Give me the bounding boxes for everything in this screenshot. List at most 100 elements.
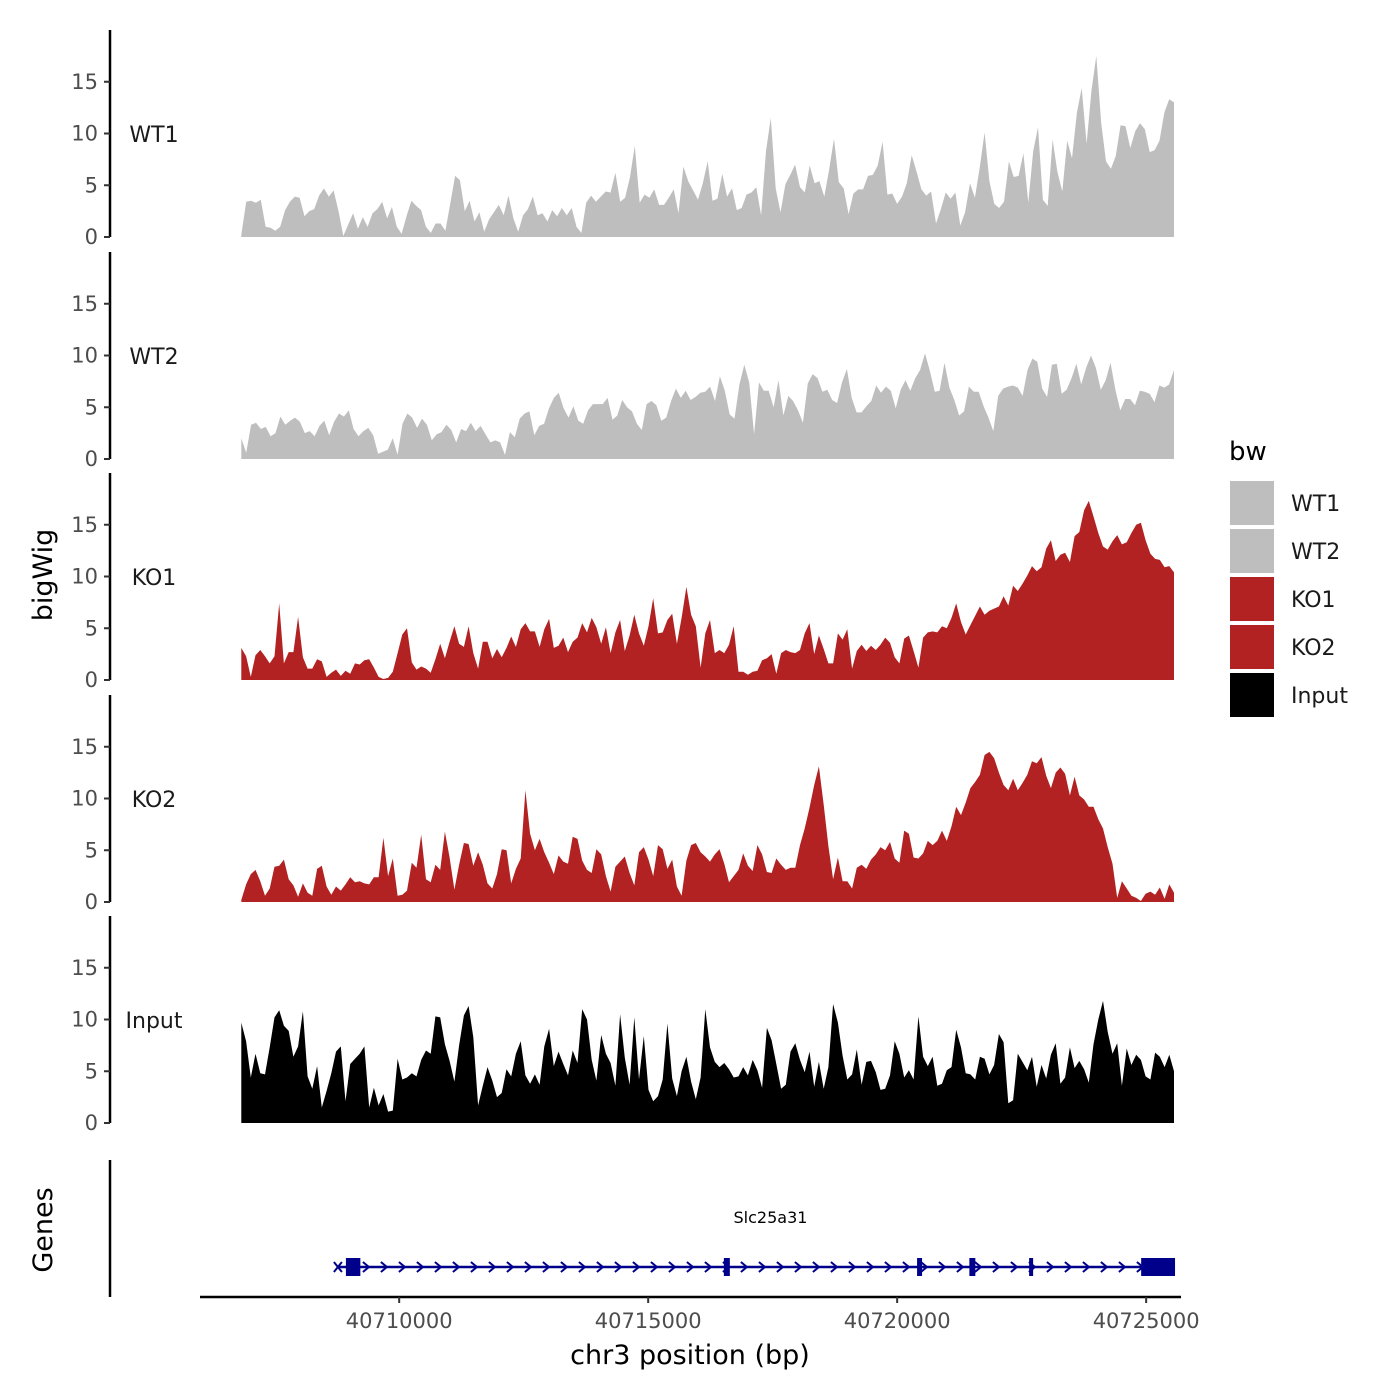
strand-arrow bbox=[974, 1261, 983, 1273]
track-label: KO1 bbox=[132, 566, 177, 591]
strand-arrow bbox=[1010, 1261, 1019, 1273]
strand-arrow bbox=[1082, 1261, 1091, 1273]
strand-arrow bbox=[434, 1261, 443, 1273]
strand-arrow bbox=[704, 1261, 713, 1273]
strand-arrow bbox=[560, 1261, 569, 1273]
legend-swatch bbox=[1230, 529, 1274, 573]
panel-input: 0 5 10 15 Input bbox=[71, 916, 1175, 1135]
legend-entry: KO1 bbox=[1230, 577, 1336, 621]
strand-arrow bbox=[578, 1261, 587, 1273]
exon bbox=[1141, 1258, 1176, 1276]
legend-entry: Input bbox=[1230, 673, 1348, 717]
strand-arrow bbox=[776, 1261, 785, 1273]
strand-arrow bbox=[956, 1261, 965, 1273]
y-tick-label: 5 bbox=[85, 616, 98, 640]
y-tick-label: 15 bbox=[71, 292, 98, 316]
strand-arrow bbox=[506, 1261, 515, 1273]
strand-arrow bbox=[902, 1261, 911, 1273]
track-label: Input bbox=[126, 1009, 183, 1034]
strand-arrow bbox=[830, 1261, 839, 1273]
legend-title: bw bbox=[1229, 437, 1267, 467]
legend-swatch bbox=[1230, 577, 1274, 621]
strand-arrow bbox=[452, 1261, 461, 1273]
panel-ko1: 0 5 10 15 KO1 bbox=[71, 473, 1175, 692]
signal-panels: 0 5 10 15 WT1 0 5 10 15 WT2 0 5 10 15 KO1 0 5 10 15 KO2 0 5 10… bbox=[71, 30, 1175, 1135]
strand-arrow bbox=[1064, 1261, 1073, 1273]
strand-arrow bbox=[362, 1261, 371, 1273]
gene-model: Slc25a31 bbox=[333, 1208, 1176, 1276]
strand-arrow bbox=[1100, 1261, 1109, 1273]
track-label: WT2 bbox=[129, 345, 178, 370]
strand-arrow bbox=[488, 1261, 497, 1273]
y-tick-label: 0 bbox=[85, 668, 98, 692]
x-axis: 40710000 40715000 40720000 40725000 bbox=[200, 1295, 1200, 1333]
strand-arrow bbox=[920, 1261, 929, 1273]
x-tick-label: 40720000 bbox=[844, 1309, 951, 1333]
legend-label: WT1 bbox=[1291, 492, 1340, 517]
strand-arrow bbox=[416, 1261, 425, 1273]
legend-label: KO2 bbox=[1291, 636, 1336, 661]
legend-swatch bbox=[1230, 481, 1274, 525]
legend-entry: WT2 bbox=[1230, 529, 1340, 573]
strand-arrow bbox=[686, 1261, 695, 1273]
legend-entry: KO2 bbox=[1230, 625, 1336, 669]
y-tick-label: 10 bbox=[71, 787, 98, 811]
y-tick-label: 15 bbox=[71, 513, 98, 537]
y-tick-label: 0 bbox=[85, 447, 98, 471]
strand-arrow bbox=[938, 1261, 947, 1273]
y-tick-label: 15 bbox=[71, 70, 98, 94]
panel-ko2: 0 5 10 15 KO2 bbox=[71, 695, 1175, 914]
gene-name-label: Slc25a31 bbox=[734, 1208, 808, 1227]
legend-label: KO1 bbox=[1291, 588, 1336, 613]
genes-axis-title: Genes bbox=[28, 1187, 59, 1272]
track-label: KO2 bbox=[132, 788, 177, 813]
x-tick-label: 40725000 bbox=[1093, 1309, 1200, 1333]
signal-area-wt1 bbox=[241, 55, 1175, 238]
strand-arrow bbox=[848, 1261, 857, 1273]
y-tick-label: 10 bbox=[71, 344, 98, 368]
y-tick-label: 5 bbox=[85, 838, 98, 862]
y-tick-label: 15 bbox=[71, 735, 98, 759]
strand-arrow bbox=[398, 1261, 407, 1273]
legend-entry: WT1 bbox=[1230, 481, 1340, 525]
track-label: WT1 bbox=[129, 123, 178, 148]
y-axis-title: bigWig bbox=[28, 529, 59, 622]
signal-area-ko2 bbox=[241, 751, 1175, 902]
y-tick-label: 0 bbox=[85, 890, 98, 914]
exon bbox=[1029, 1258, 1034, 1276]
strand-arrow bbox=[632, 1261, 641, 1273]
legend-swatch bbox=[1230, 625, 1274, 669]
exon bbox=[969, 1258, 976, 1276]
strand-arrow bbox=[380, 1261, 389, 1273]
panel-wt2: 0 5 10 15 WT2 bbox=[71, 252, 1175, 471]
exon bbox=[917, 1258, 923, 1276]
legend-swatch bbox=[1230, 673, 1274, 717]
y-tick-label: 10 bbox=[71, 1008, 98, 1032]
panel-wt1: 0 5 10 15 WT1 bbox=[71, 30, 1175, 249]
x-axis-title: chr3 position (bp) bbox=[570, 1340, 810, 1371]
x-tick-label: 40710000 bbox=[346, 1309, 453, 1333]
legend-label: WT2 bbox=[1291, 540, 1340, 565]
signal-area-wt2 bbox=[241, 353, 1175, 459]
exon bbox=[723, 1258, 730, 1276]
strand-arrow bbox=[794, 1261, 803, 1273]
y-tick-label: 5 bbox=[85, 395, 98, 419]
gene-start-marker bbox=[333, 1261, 343, 1273]
strand-arrow bbox=[470, 1261, 479, 1273]
strand-arrow bbox=[992, 1261, 1001, 1273]
exon bbox=[345, 1258, 361, 1276]
strand-arrow bbox=[524, 1261, 533, 1273]
gene-panel: Slc25a31 bbox=[108, 1160, 1176, 1297]
strand-arrow bbox=[650, 1261, 659, 1273]
signal-area-ko1 bbox=[241, 500, 1175, 680]
y-tick-label: 10 bbox=[71, 565, 98, 589]
y-tick-label: 15 bbox=[71, 956, 98, 980]
strand-arrow bbox=[596, 1261, 605, 1273]
strand-arrow bbox=[542, 1261, 551, 1273]
y-tick-label: 5 bbox=[85, 1059, 98, 1083]
y-tick-label: 0 bbox=[85, 225, 98, 249]
strand-arrow bbox=[614, 1261, 623, 1273]
strand-arrow bbox=[1118, 1261, 1127, 1273]
strand-arrow bbox=[740, 1261, 749, 1273]
